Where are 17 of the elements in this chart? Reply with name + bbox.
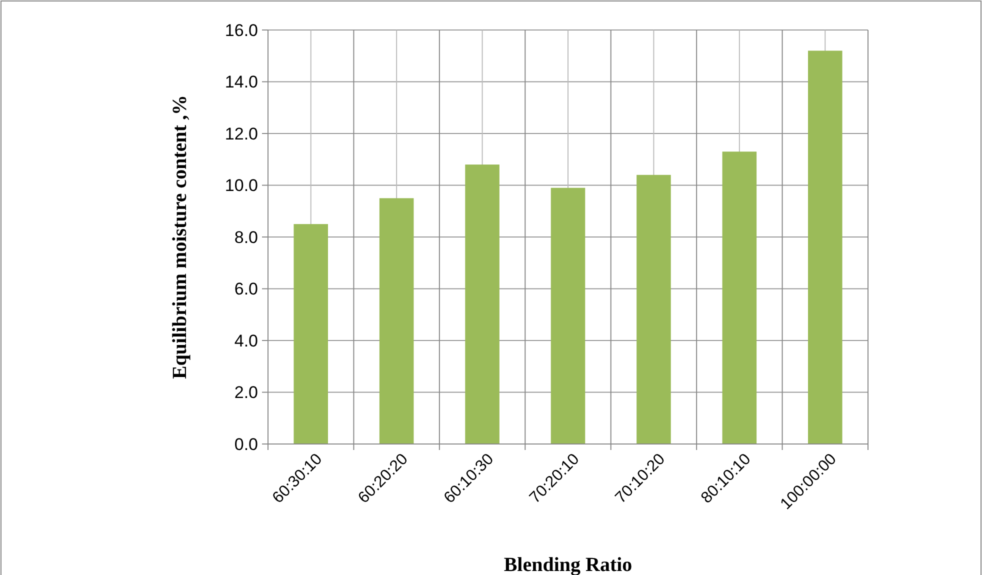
bar — [465, 164, 500, 444]
y-tick-label: 6.0 — [234, 280, 258, 299]
bar — [550, 188, 586, 444]
y-tick-label: 8.0 — [234, 228, 258, 247]
y-tick-label: 16.0 — [224, 20, 258, 40]
bar — [722, 152, 757, 444]
y-tick-label: 2.0 — [234, 383, 258, 402]
bar — [808, 50, 842, 444]
bar — [636, 174, 671, 444]
y-tick-label: 12.0 — [224, 124, 258, 144]
bar — [379, 198, 414, 444]
y-tick-label: 0.0 — [234, 434, 258, 454]
y-tick-label: 10.0 — [224, 176, 258, 196]
y-tick-label: 14.0 — [224, 72, 258, 92]
y-axis-title: Equilibrium moisture content ,% — [169, 94, 191, 380]
bar — [294, 224, 328, 444]
y-tick-label: 4.0 — [234, 331, 258, 350]
